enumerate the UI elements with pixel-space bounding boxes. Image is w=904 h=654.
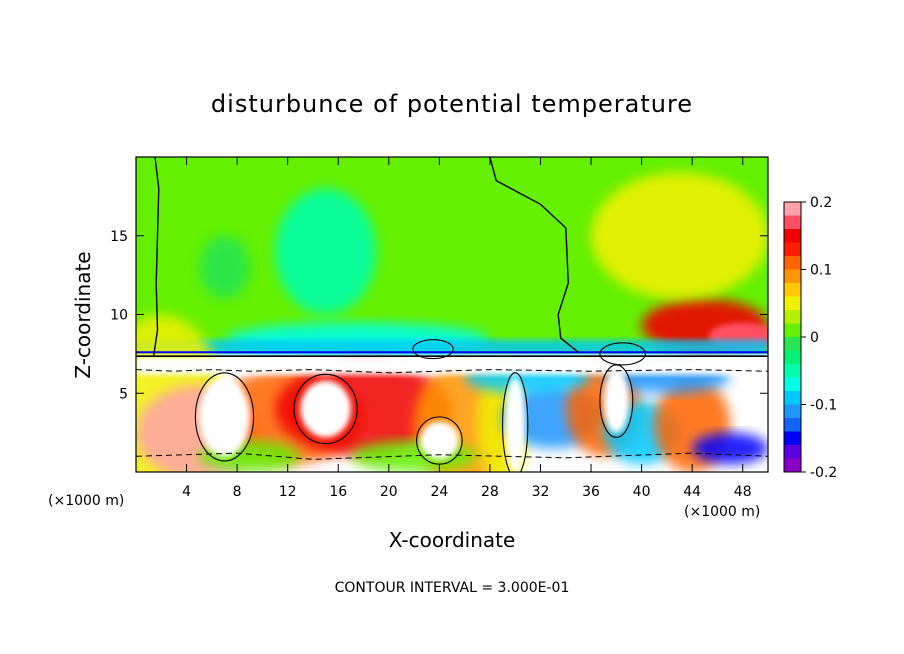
colorbar-tick-label: -0.2 [810,465,837,481]
heatmap-field [136,157,768,472]
contour-loop-3 [502,372,529,472]
contour-zero-left [153,157,160,356]
contour-dashed-lower [136,369,768,374]
x-axis-unit-right: (×1000 m) [684,504,760,520]
x-tick-label: 48 [734,484,752,500]
x-axis: 4 8 12 16 20 24 28 32 36 40 44 48 [182,157,752,500]
x-tick-label: 28 [481,484,499,500]
field-lower-blob-12 [350,440,478,472]
contour-loop-5 [412,339,454,360]
contour-interval-note: CONTOUR INTERVAL = 3.000E-01 [335,580,570,596]
contour-loop-1 [293,373,358,445]
x-tick-label: 4 [182,484,191,500]
colorbar-tick-label: 0.2 [810,195,832,211]
contour-dashed-bottom [136,452,768,460]
x-tick-label: 20 [380,484,398,500]
colorbar-ticks: 0.2 0.1 0 -0.1 -0.2 [801,195,837,481]
colorbar-tick-label: -0.1 [810,398,837,414]
chart-title: disturbunce of potential temperature [211,90,693,118]
contour-zero-right [489,157,579,353]
y-tick-label: 15 [110,229,128,245]
field-lower-core-4 [603,369,629,433]
y-axis: 5 10 15 [110,229,768,402]
upper-layer-field [136,157,768,356]
field-lower-blob-10 [692,432,768,465]
y-tick-label: 10 [110,308,128,324]
x-tick-label: 36 [582,484,600,500]
colorbar: 0.2 0.1 0 -0.1 -0.2 [783,195,837,481]
x-tick-label: 44 [683,484,701,500]
colorbar-tick-label: 0.1 [810,263,832,279]
contour-lines [136,157,768,472]
x-tick-label: 8 [233,484,242,500]
x-axis-label: X-coordinate [389,528,516,552]
lower-layer-field [136,314,768,472]
x-tick-label: 40 [633,484,651,500]
field-lower-core-1 [300,380,351,438]
x-axis-unit-left: (×1000 m) [48,493,124,509]
colorbar-strip [783,201,802,473]
y-axis-label: Z-coordinate [71,251,95,378]
x-tick-label: 32 [532,484,550,500]
x-tick-label: 24 [430,484,448,500]
colorbar-tick-label: 0 [810,330,819,346]
y-tick-label: 5 [119,386,128,402]
field-lower-core-0 [199,377,250,457]
field-anomaly-0 [199,235,250,299]
contour-loop-6 [599,342,646,366]
field-anomaly-1 [275,188,377,315]
x-tick-label: 16 [329,484,347,500]
x-tick-label: 12 [279,484,297,500]
field-interface-band [136,357,768,375]
field-lower-core-2 [420,421,459,460]
field-anomaly-4 [591,172,768,299]
contour-loop-0 [194,372,255,462]
field-lower-core-3 [505,377,526,472]
